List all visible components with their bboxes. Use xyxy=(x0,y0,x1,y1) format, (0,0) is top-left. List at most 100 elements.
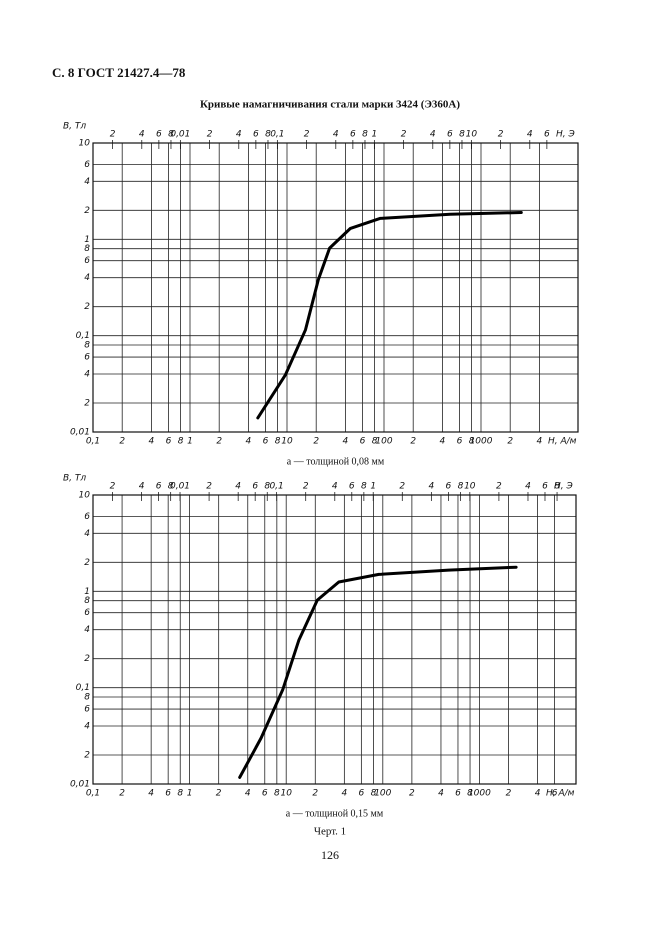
figure-label: Черт. 1 xyxy=(314,826,346,838)
x-tick-label: 6 xyxy=(360,437,366,447)
x-tick-label: 100 xyxy=(374,789,391,799)
y-tick-label: 6 xyxy=(84,608,90,618)
magnetization-curve xyxy=(238,565,518,779)
x2-tick-label: 1 xyxy=(372,130,378,140)
x2-tick-label: 2 xyxy=(498,130,504,140)
x2-tick-label: 4 xyxy=(332,482,338,492)
x-tick-label: 1 xyxy=(187,437,193,447)
x2-tick-label: 6 xyxy=(253,130,259,140)
x2-tick-label: 1 xyxy=(370,482,376,492)
y-tick-label: 1 xyxy=(84,235,90,245)
y-axis-label: B, Тл xyxy=(63,474,86,484)
x-tick-label: 2 xyxy=(119,789,125,799)
x-tick-label: 6 xyxy=(166,437,172,447)
y-tick-label: 2 xyxy=(84,751,90,761)
x-tick-label: 6 xyxy=(165,789,171,799)
x-tick-label: 8 xyxy=(467,789,473,799)
x2-tick-label: 0,1 xyxy=(269,482,283,492)
x-tick-label: 2 xyxy=(312,789,318,799)
y-tick-label: 0,01 xyxy=(70,780,90,790)
x-tick-label: 2 xyxy=(409,789,415,799)
y-tick-label: 8 xyxy=(84,596,90,606)
header: С. 8 ГОСТ 21427.4—78 xyxy=(52,65,186,80)
x2-tick-label: 2 xyxy=(110,130,116,140)
x2-tick-label: 8 xyxy=(265,130,271,140)
x-tick-label: 10 xyxy=(281,437,293,447)
x2-tick-label: 0,01 xyxy=(170,130,190,140)
y-tick-label: 6 xyxy=(84,353,90,363)
x-tick-label: 1000 xyxy=(468,789,491,799)
x2-tick-label: 2 xyxy=(303,482,309,492)
x-axis-label: H, A/м xyxy=(546,789,575,799)
x2-tick-label: 8 xyxy=(362,130,368,140)
x2-tick-label: 4 xyxy=(429,482,435,492)
x2-tick-label: 4 xyxy=(235,482,241,492)
x-tick-label: 2 xyxy=(119,437,125,447)
caption: а — толщиной 0,15 мм xyxy=(286,808,384,819)
x-tick-label: 2 xyxy=(506,789,512,799)
x-tick-label: 8 xyxy=(275,437,281,447)
x-tick-label: 6 xyxy=(457,437,463,447)
x-tick-label: 8 xyxy=(372,437,378,447)
y-tick-label: 1 xyxy=(84,587,90,597)
y-tick-label: 4 xyxy=(84,529,90,539)
x-tick-label: 100 xyxy=(375,437,392,447)
x2-tick-label: 10 xyxy=(466,130,478,140)
x2-tick-label: 0,1 xyxy=(270,130,284,140)
y-tick-label: 6 xyxy=(84,705,90,715)
y-tick-label: 6 xyxy=(84,256,90,266)
x-tick-label: 6 xyxy=(263,437,269,447)
x-tick-label: 8 xyxy=(469,437,475,447)
x2-tick-label: 2 xyxy=(399,482,405,492)
y-tick-label: 6 xyxy=(84,160,90,170)
y-tick-label: 0,1 xyxy=(76,331,90,341)
x-tick-label: 4 xyxy=(245,789,251,799)
y-tick-label: 2 xyxy=(84,399,90,409)
x2-tick-label: 8 xyxy=(168,130,174,140)
x2-tick-label: 4 xyxy=(430,130,436,140)
page-number: 126 xyxy=(321,848,339,862)
x2-tick-label: 2 xyxy=(206,482,212,492)
x2-tick-label: 8 xyxy=(459,130,465,140)
x-tick-label: 1 xyxy=(187,789,193,799)
x2-tick-label: 4 xyxy=(139,130,145,140)
x2-tick-label: 4 xyxy=(139,482,145,492)
x2-tick-label: 2 xyxy=(401,130,407,140)
x-tick-label: 8 xyxy=(178,437,184,447)
x-tick-label: 2 xyxy=(313,437,319,447)
x-tick-label: 4 xyxy=(537,437,543,447)
y-tick-label: 8 xyxy=(84,341,90,351)
x-tick-label: 2 xyxy=(216,437,222,447)
y-tick-label: 4 xyxy=(84,722,90,732)
x2-tick-label: 6 xyxy=(252,482,258,492)
x2-tick-label: 2 xyxy=(304,130,310,140)
x-tick-label: 8 xyxy=(274,789,280,799)
x-tick-label: 4 xyxy=(438,789,444,799)
x2-tick-label: 0,01 xyxy=(170,482,190,492)
y-tick-label: 2 xyxy=(84,302,90,312)
x2-tick-label: 6 xyxy=(446,482,452,492)
x2-tick-label: 10 xyxy=(464,482,476,492)
plot-frame xyxy=(92,494,577,785)
x-tick-label: 4 xyxy=(246,437,252,447)
y-tick-label: 2 xyxy=(84,558,90,568)
x-tick-label: 8 xyxy=(177,789,183,799)
x-axis-label: H, A/м xyxy=(548,437,577,447)
y-tick-label: 8 xyxy=(84,693,90,703)
x-tick-label: 6 xyxy=(359,789,365,799)
x-tick-label: 4 xyxy=(440,437,446,447)
x-tick-label: 1000 xyxy=(470,437,493,447)
x2-tick-label: 2 xyxy=(207,130,213,140)
x-tick-label: 0,1 xyxy=(86,437,100,447)
x2-tick-label: 4 xyxy=(236,130,242,140)
y-tick-label: 10 xyxy=(79,139,91,149)
x2-tick-label: 6 xyxy=(350,130,356,140)
x2-tick-label: 6 xyxy=(542,482,548,492)
x2-tick-label: 4 xyxy=(527,130,533,140)
x-tick-label: 4 xyxy=(535,789,541,799)
y-tick-label: 4 xyxy=(84,273,90,283)
x-tick-label: 4 xyxy=(149,437,155,447)
x2-axis-label: H, Э xyxy=(554,482,573,492)
title: Кривые намагничивания стали марки 3424 (… xyxy=(200,99,460,111)
